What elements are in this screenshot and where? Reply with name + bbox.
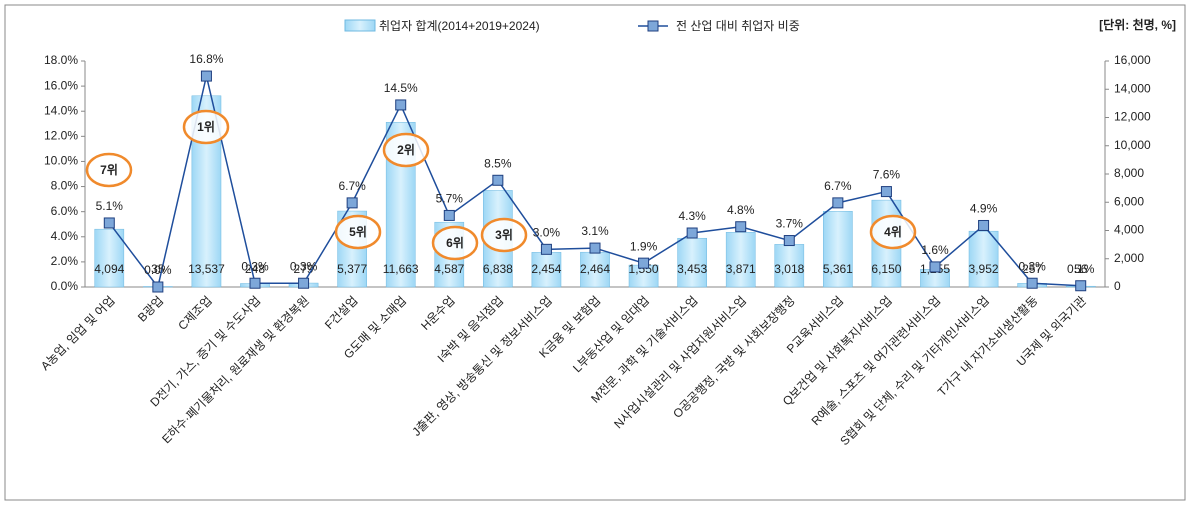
line-marker bbox=[541, 244, 551, 254]
legend-swatch bbox=[345, 20, 375, 31]
y-tick-label: 4.0% bbox=[51, 229, 79, 243]
rank-label: 2위 bbox=[397, 143, 415, 157]
bar-value-label: 3,871 bbox=[726, 262, 756, 276]
y2-tick-label: 4,000 bbox=[1114, 223, 1144, 237]
line-value-label: 0.1% bbox=[1067, 262, 1095, 276]
y-tick-label: 18.0% bbox=[44, 53, 78, 67]
rank-label: 6위 bbox=[446, 236, 464, 250]
line-value-label: 7.6% bbox=[873, 168, 901, 182]
line-value-label: 1.9% bbox=[630, 239, 658, 253]
bar bbox=[726, 232, 755, 287]
line-marker bbox=[979, 220, 989, 230]
line-marker bbox=[833, 198, 843, 208]
line-marker bbox=[590, 243, 600, 253]
bar-value-label: 3,018 bbox=[774, 262, 804, 276]
bar-value-label: 11,663 bbox=[383, 262, 419, 276]
line-marker bbox=[639, 258, 649, 268]
line-value-label: 8.5% bbox=[484, 156, 512, 170]
line-marker bbox=[250, 278, 260, 288]
line-marker bbox=[444, 210, 454, 220]
y2-tick-label: 16,000 bbox=[1114, 53, 1151, 67]
line-marker bbox=[299, 278, 309, 288]
line-value-label: 0.3% bbox=[241, 259, 269, 273]
bar-value-label: 2,454 bbox=[531, 262, 561, 276]
line-value-label: 14.5% bbox=[384, 81, 418, 95]
line-marker bbox=[104, 218, 114, 228]
line-marker bbox=[881, 187, 891, 197]
bar-value-label: 6,150 bbox=[871, 262, 901, 276]
y-tick-label: 16.0% bbox=[44, 78, 78, 92]
legend-label: 전 산업 대비 취업자 비중 bbox=[676, 19, 800, 33]
line-marker bbox=[930, 262, 940, 272]
bar-value-label: 4,587 bbox=[434, 262, 464, 276]
bar-value-label: 4,094 bbox=[94, 262, 124, 276]
line-marker bbox=[201, 71, 211, 81]
bar-value-label: 13,537 bbox=[188, 262, 225, 276]
bar-value-label: 6,838 bbox=[483, 262, 513, 276]
line-value-label: 3.0% bbox=[533, 226, 561, 240]
y2-tick-label: 8,000 bbox=[1114, 166, 1144, 180]
line-value-label: 3.7% bbox=[776, 217, 804, 231]
y2-tick-label: 12,000 bbox=[1114, 110, 1151, 124]
line-value-label: 0.3% bbox=[290, 259, 318, 273]
line-marker bbox=[784, 236, 794, 246]
y2-tick-label: 6,000 bbox=[1114, 194, 1144, 208]
line-marker bbox=[396, 100, 406, 110]
y-tick-label: 6.0% bbox=[51, 204, 79, 218]
legend-marker bbox=[648, 21, 658, 31]
line-marker bbox=[347, 198, 357, 208]
line-value-label: 4.9% bbox=[970, 202, 998, 216]
line-marker bbox=[493, 175, 503, 185]
y2-tick-label: 2,000 bbox=[1114, 251, 1144, 265]
line-value-label: 4.8% bbox=[727, 203, 755, 217]
y2-tick-label: 10,000 bbox=[1114, 138, 1151, 152]
y-tick-label: 14.0% bbox=[44, 103, 78, 117]
line-marker bbox=[687, 228, 697, 238]
rank-label: 1위 bbox=[197, 120, 215, 134]
line-value-label: 16.8% bbox=[189, 52, 223, 66]
bar-value-label: 5,361 bbox=[823, 262, 853, 276]
bar-value-label: 2,464 bbox=[580, 262, 610, 276]
line-value-label: 6.7% bbox=[338, 179, 366, 193]
y-tick-label: 2.0% bbox=[51, 254, 79, 268]
bar-value-label: 3,453 bbox=[677, 262, 707, 276]
bar bbox=[969, 231, 998, 287]
bar-value-label: 5,377 bbox=[337, 262, 367, 276]
line-value-label: 5.1% bbox=[96, 199, 124, 213]
line-value-label: 6.7% bbox=[824, 179, 852, 193]
line-marker bbox=[153, 282, 163, 292]
bar bbox=[95, 229, 124, 287]
y2-tick-label: 0 bbox=[1114, 279, 1121, 293]
legend-label: 취업자 합계(2014+2019+2024) bbox=[379, 19, 540, 33]
y-tick-label: 12.0% bbox=[44, 129, 78, 143]
line-marker bbox=[736, 222, 746, 232]
line-value-label: 4.3% bbox=[678, 209, 706, 223]
line-value-label: 3.1% bbox=[581, 224, 609, 238]
unit-label: [단위: 천명, %] bbox=[1099, 17, 1176, 32]
rank-label: 7위 bbox=[100, 163, 118, 177]
y-tick-label: 0.0% bbox=[51, 279, 79, 293]
line-value-label: 0.0% bbox=[144, 263, 172, 277]
line-value-label: 0.3% bbox=[1018, 259, 1046, 273]
bar-value-label: 3,952 bbox=[969, 262, 999, 276]
rank-label: 3위 bbox=[495, 228, 513, 242]
y-tick-label: 8.0% bbox=[51, 179, 79, 193]
y2-tick-label: 14,000 bbox=[1114, 81, 1151, 95]
y-tick-label: 10.0% bbox=[44, 154, 78, 168]
line-value-label: 1.6% bbox=[921, 243, 949, 257]
rank-label: 5위 bbox=[349, 225, 367, 239]
rank-label: 4위 bbox=[884, 225, 902, 239]
line-marker bbox=[1027, 278, 1037, 288]
line-value-label: 5.7% bbox=[436, 192, 464, 206]
line-marker bbox=[1076, 281, 1086, 291]
